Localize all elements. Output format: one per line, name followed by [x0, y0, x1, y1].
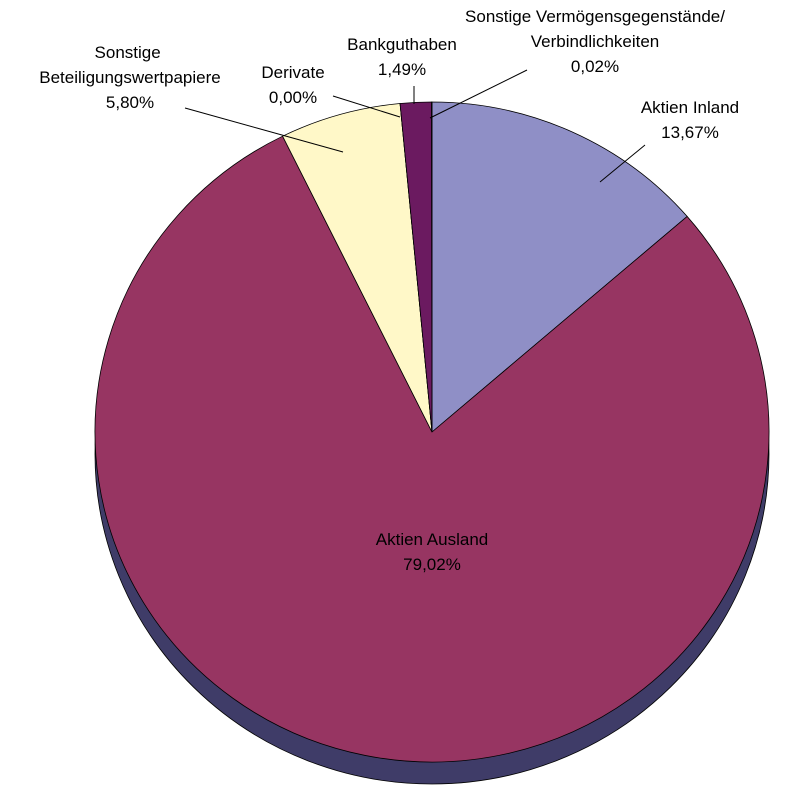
pie-slice — [94, 135, 770, 763]
slice-label: Derivate — [261, 63, 324, 82]
slice-label: Sonstige Vermögensgegenstände/Verbindlic… — [465, 7, 725, 51]
slice-label: Bankguthaben — [347, 35, 457, 54]
value-label: 5,80% — [106, 93, 154, 112]
value-label: 13,67% — [661, 123, 719, 142]
value-label: 79,02% — [403, 555, 461, 574]
value-label: 0,02% — [571, 57, 619, 76]
label-line: Beteiligungswertpapiere — [39, 68, 220, 87]
pie-slice — [282, 103, 433, 433]
leader-line — [184, 107, 344, 153]
leader-line — [332, 95, 401, 118]
label-line: Sonstige — [95, 43, 166, 62]
value-label: 1,49% — [378, 60, 426, 79]
slice-label: Aktien Ausland — [376, 530, 488, 549]
label-line: Verbindlichkeiten — [531, 32, 660, 51]
slice-label: Aktien Inland — [641, 98, 739, 117]
leader-line — [429, 69, 528, 119]
value-label: 0,00% — [269, 88, 317, 107]
label-line: Sonstige Vermögensgegenstände/ — [465, 7, 725, 26]
leader-line — [599, 144, 646, 183]
slice-label: Sonstige Beteiligungswertpapiere — [39, 43, 220, 87]
